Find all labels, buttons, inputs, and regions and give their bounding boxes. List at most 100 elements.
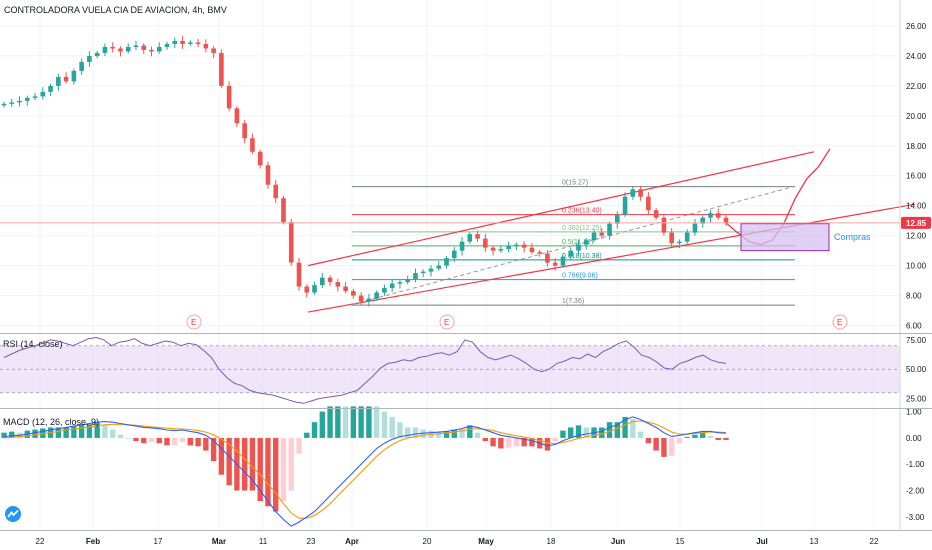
macd-histogram-bar <box>71 426 77 438</box>
candle-body <box>708 213 713 218</box>
candle-body <box>118 48 123 52</box>
macd-histogram-bar <box>265 437 271 507</box>
price-axis-tick-label: 20.00 <box>906 112 927 121</box>
candle-body <box>304 286 310 293</box>
macd-histogram-bar <box>296 437 302 454</box>
candle-body <box>257 151 263 166</box>
candle-body <box>319 277 325 286</box>
price-axis-tick-label: 26.00 <box>906 22 927 31</box>
candle-body <box>661 217 667 233</box>
candle-body <box>576 244 581 251</box>
price-axis-tick-label: 8.00 <box>906 292 922 301</box>
fibonacci-level-label: 0.618(10.38) <box>562 253 602 260</box>
price-axis-tick-label: 16.00 <box>906 172 927 181</box>
candle-body <box>156 46 162 52</box>
candle-body <box>335 282 341 287</box>
candle-body <box>149 49 154 52</box>
macd-histogram-bar <box>381 411 388 438</box>
fibonacci-retracement[interactable]: 0(15.27) 0.236(13.40) 0.382(12.25) 0.5(11.3… <box>352 180 795 306</box>
candle-body <box>110 46 115 49</box>
candle-body <box>164 43 170 47</box>
macd-label[interactable]: MACD (12, 26, close, 9) <box>3 417 100 427</box>
macd-pane[interactable] <box>1 406 729 527</box>
buy-zone-box[interactable] <box>740 223 830 252</box>
macd-histogram-bar <box>606 422 613 438</box>
symbol-title[interactable]: CONTROLADORA VUELA CIA DE AVIACION, 4h, … <box>4 5 227 15</box>
candle-body <box>700 217 706 224</box>
macd-histogram-bar <box>575 425 582 438</box>
fibonacci-level-label: 0(15.27) <box>562 180 588 187</box>
candle-body <box>529 247 535 253</box>
macd-histogram-bar <box>490 437 496 447</box>
macd-histogram-bar <box>474 432 481 438</box>
candle-body <box>622 196 628 215</box>
macd-histogram-bar <box>451 429 457 438</box>
macd-histogram-bar <box>707 435 714 438</box>
macd-line <box>3 416 727 527</box>
macd-histogram-bar <box>443 431 450 438</box>
candle-body <box>638 189 643 197</box>
candle-body <box>87 55 92 62</box>
candle-body <box>397 282 403 284</box>
macd-histogram-bar <box>723 437 729 441</box>
macd-histogram-bar <box>583 427 589 438</box>
rsi-label[interactable]: RSI (14, close) <box>3 339 63 349</box>
price-axis-tick-label: 6.00 <box>906 322 922 331</box>
candle-body <box>560 256 566 266</box>
candle-body <box>677 241 682 244</box>
macd-histogram-bar <box>436 431 442 438</box>
tradingview-logo-icon[interactable] <box>5 506 21 522</box>
candle-body <box>444 258 449 266</box>
candle-body <box>669 232 674 244</box>
candle-body <box>102 46 108 53</box>
time-axis[interactable]: 22 Feb 17 Mar 11 23 Apr 20 May 18 Jun 15 Jul 13 22 <box>36 537 879 546</box>
candle-body <box>413 273 418 280</box>
candle-body <box>141 45 147 50</box>
candle-body <box>715 213 721 218</box>
macd-histogram-bar <box>405 427 411 438</box>
candles <box>1 36 729 307</box>
macd-histogram-bar <box>335 406 341 438</box>
time-axis-tick-label: 18 <box>547 537 556 546</box>
macd-histogram-bar <box>109 429 116 438</box>
macd-histogram-bar <box>513 437 520 447</box>
buy-zone-label: Compras <box>834 232 871 242</box>
macd-axis: 1.00 0.00 -1.00 -2.00 -3.00 <box>906 408 925 522</box>
candle-body <box>226 85 232 109</box>
parallel-channel[interactable] <box>307 151 916 313</box>
price-axis-tick-label: 24.00 <box>906 52 927 61</box>
price-pane[interactable]: 0(15.27) 0.236(13.40) 0.382(12.25) 0.5(11.3… <box>1 36 916 330</box>
macd-histogram-bar <box>102 425 108 438</box>
time-axis-tick-label: 22 <box>36 537 45 546</box>
macd-histogram-bar <box>614 422 621 438</box>
candle-body <box>195 42 201 44</box>
macd-histogram-bar <box>521 437 527 447</box>
macd-histogram-bar <box>148 437 155 443</box>
last-price-badge <box>901 216 931 229</box>
rsi-pane[interactable] <box>0 336 900 404</box>
macd-histogram-bar <box>218 437 225 475</box>
candle-body <box>630 189 636 197</box>
macd-histogram-bar <box>319 411 325 438</box>
macd-histogram-bar <box>684 436 690 438</box>
candle-body <box>514 244 519 247</box>
candle-body <box>591 232 597 241</box>
candle-body <box>32 96 38 98</box>
macd-histogram-bar <box>133 437 139 442</box>
time-axis-tick-label: 20 <box>423 537 432 546</box>
macd-axis-tick-label: -1.00 <box>906 460 925 469</box>
candle-body <box>343 286 348 292</box>
macd-histogram-bar <box>412 427 419 438</box>
candle-body <box>451 250 457 259</box>
candle-body <box>188 42 193 44</box>
macd-histogram-bar <box>241 437 248 491</box>
macd-histogram-bar <box>195 437 201 447</box>
macd-histogram-bar <box>187 437 194 446</box>
rsi-axis-tick-label: 25.00 <box>906 395 927 404</box>
macd-histogram-bar <box>9 431 15 438</box>
price-axis[interactable]: 26.00 24.00 22.00 20.00 18.00 16.00 14.00 12.00… <box>899 0 927 530</box>
macd-histogram-bar <box>552 437 558 442</box>
